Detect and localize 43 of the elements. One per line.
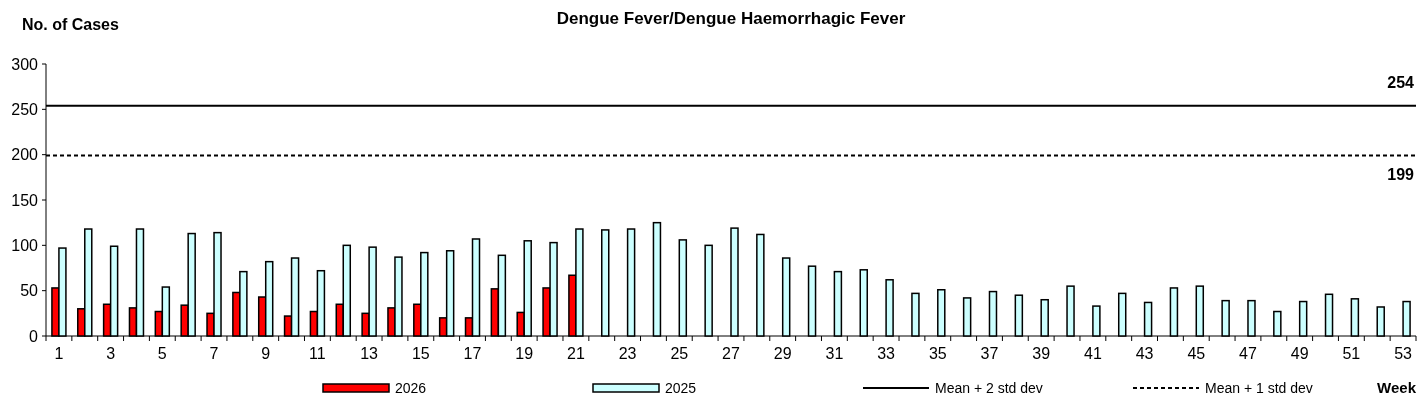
- y-tick-label: 150: [11, 191, 39, 209]
- x-tick-label: 25: [670, 345, 689, 362]
- x-tick-label: 33: [877, 345, 896, 362]
- x-tick-label: 47: [1239, 345, 1257, 362]
- x-tick-label: 9: [261, 345, 271, 362]
- y-axis-title: No. of Cases: [22, 16, 120, 33]
- x-tick-label: 11: [309, 345, 326, 362]
- x-tick-label: 5: [157, 345, 167, 362]
- x-tick-label: 3: [106, 345, 116, 362]
- x-tick-label: 39: [1032, 345, 1051, 362]
- legend-label: 2026: [395, 379, 427, 396]
- x-tick-label: 1: [54, 345, 64, 362]
- y-tick-label: 100: [11, 236, 39, 254]
- y-tick-label: 0: [29, 327, 39, 345]
- x-tick-label: 31: [825, 345, 844, 362]
- y-tick-label: 50: [20, 282, 39, 300]
- legend-label: Mean + 2 std dev: [935, 379, 1043, 396]
- x-tick-label: 15: [411, 345, 430, 362]
- x-tick-label: 19: [515, 345, 534, 362]
- x-tick-label: 27: [722, 345, 740, 362]
- x-tick-label: 51: [1342, 345, 1361, 362]
- x-tick-label: 41: [1083, 345, 1102, 362]
- x-tick-label: 17: [463, 345, 482, 362]
- x-tick-label: 35: [928, 345, 947, 362]
- legend-label: 2025: [665, 379, 697, 396]
- y-tick-label: 300: [11, 55, 39, 73]
- x-tick-label: 13: [360, 345, 379, 362]
- x-tick-label: 23: [618, 345, 637, 362]
- chart-title: Dengue Fever/Dengue Haemorrhagic Fever: [556, 9, 906, 28]
- annotation: 199: [1387, 165, 1415, 183]
- x-tick-label: 43: [1135, 345, 1154, 362]
- y-tick-label: 250: [11, 100, 39, 118]
- x-tick-label: 45: [1187, 345, 1206, 362]
- y-tick-label: 200: [11, 146, 39, 164]
- x-tick-label: 49: [1290, 345, 1309, 362]
- x-tick-label: 53: [1394, 345, 1413, 362]
- x-tick-label: 7: [209, 345, 219, 362]
- x-axis-title: Week: [1377, 379, 1417, 396]
- x-tick-label: 21: [567, 345, 585, 362]
- legend-label: Mean + 1 std dev: [1205, 379, 1313, 396]
- annotation: 254: [1387, 73, 1415, 91]
- x-tick-label: 37: [980, 345, 999, 362]
- x-tick-label: 29: [773, 345, 792, 362]
